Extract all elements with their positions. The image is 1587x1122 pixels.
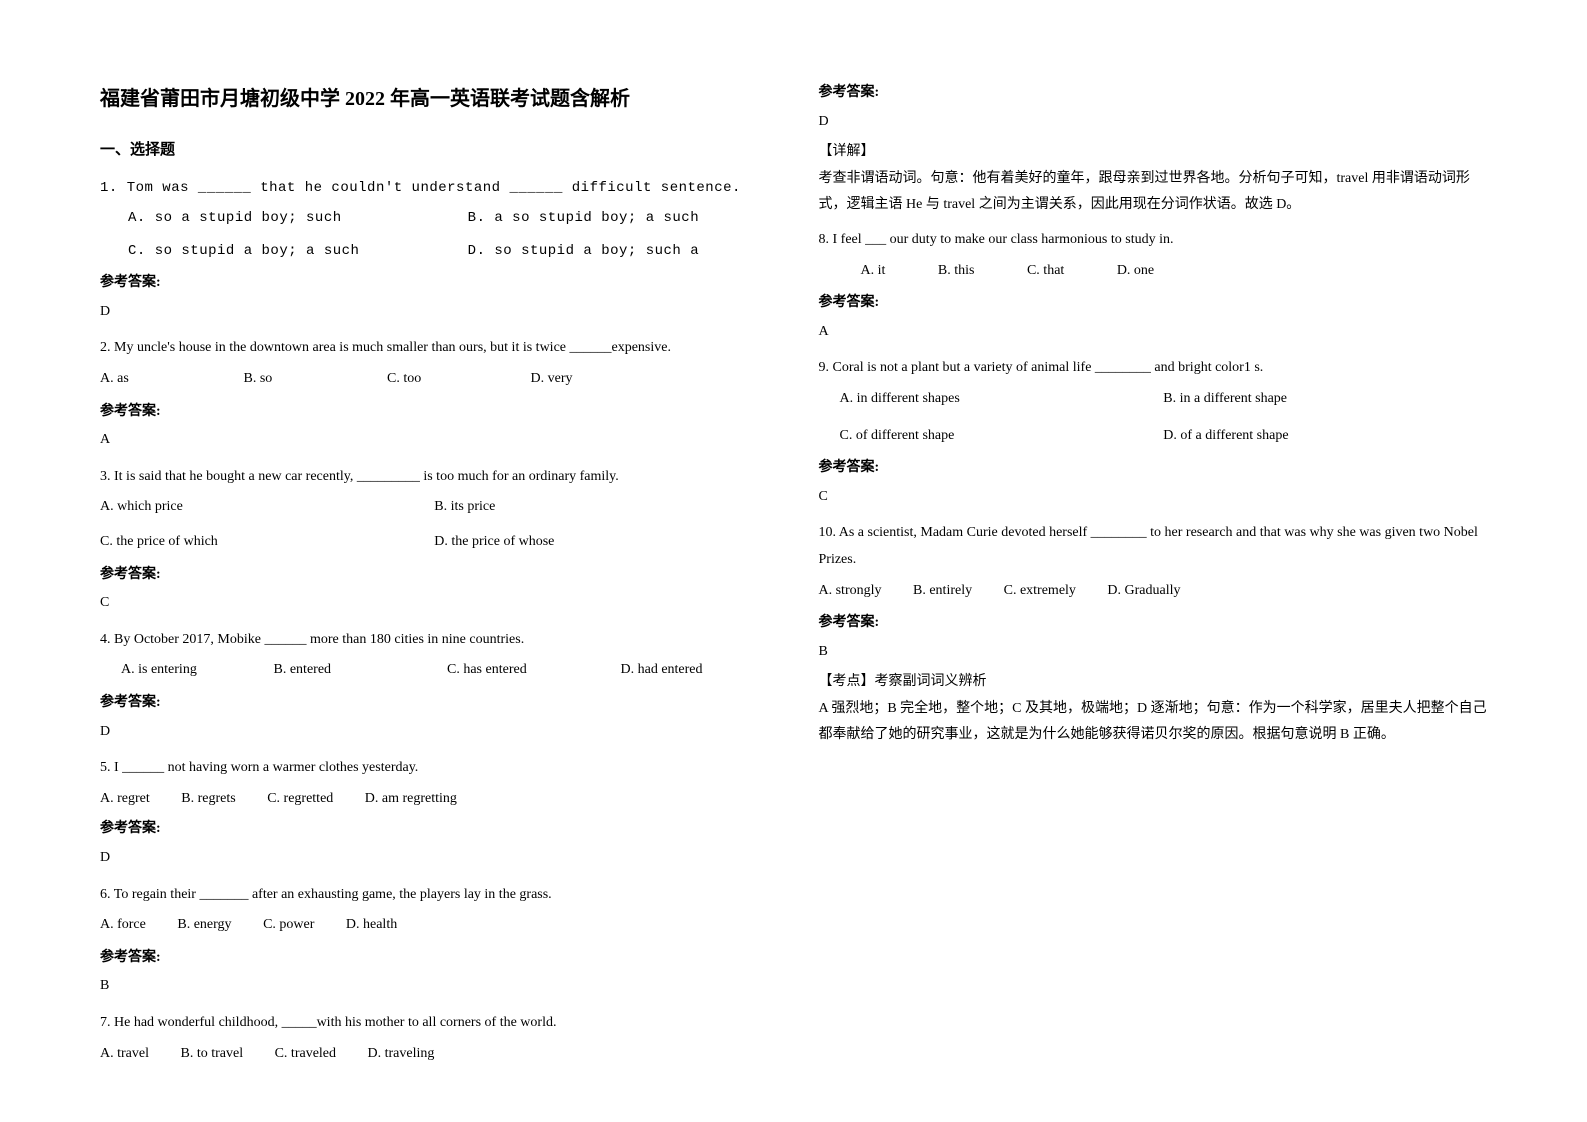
q10-answer: B [819,639,1488,666]
q6-text: 6. To regain their _______ after an exha… [100,882,769,909]
answer-label: 参考答案: [100,562,769,589]
q2-opt-c: C. too [387,366,527,393]
q7-opt-c: C. traveled [275,1041,336,1068]
q9-text: 9. Coral is not a plant but a variety of… [819,355,1488,382]
q8-opt-d: D. one [1096,258,1154,285]
q7-opt-a: A. travel [100,1041,149,1068]
q7-answer: D [819,109,1488,136]
q3-opt-c: C. the price of which [100,529,434,556]
q10-point: 考察副词词义辨析 [875,674,987,689]
q8-answer: A [819,319,1488,346]
q10-opt-b: B. entirely [913,578,972,605]
answer-label: 参考答案: [100,399,769,426]
answer-label: 参考答案: [100,945,769,972]
answer-label: 参考答案: [819,290,1488,317]
page-title: 福建省莆田市月塘初级中学 2022 年高一英语联考试题含解析 [100,80,769,118]
q7-opt-d: D. traveling [368,1041,435,1068]
q1-opt-a: A. so a stupid boy; such [100,205,468,232]
q7-explain: 考查非谓语动词。句意：他有着美好的童年，跟母亲到过世界各地。分析句子可知，tra… [819,166,1488,219]
q3-answer: C [100,590,769,617]
q9-answer: C [819,484,1488,511]
question-10: 10. As a scientist, Madam Curie devoted … [819,520,1488,604]
point-label: 【考点】考察副词词义辨析 [819,669,1488,696]
q10-opt-d: D. Gradually [1107,578,1180,605]
question-7: 7. He had wonderful childhood, _____with… [100,1010,769,1067]
question-5: 5. I ______ not having worn a warmer clo… [100,755,769,871]
answer-label: 参考答案: [100,690,769,717]
q6-opt-a: A. force [100,912,146,939]
q8-opt-a: A. it [840,258,886,285]
question-3: 3. It is said that he bought a new car r… [100,464,769,556]
q3-opt-b: B. its price [434,494,768,521]
q6-opt-d: D. health [346,912,397,939]
q10-text: 10. As a scientist, Madam Curie devoted … [819,520,1488,573]
q8-opt-c: C. that [1006,258,1064,285]
explain-label: 【详解】 [819,139,1488,166]
section-heading: 一、选择题 [100,136,769,165]
q5-answer: D [100,845,769,872]
question-2: 2. My uncle's house in the downtown area… [100,335,769,392]
q4-answer: D [100,719,769,746]
answer-label: 参考答案: [819,455,1488,482]
q2-opt-b: B. so [244,366,384,393]
q2-text: 2. My uncle's house in the downtown area… [100,335,769,362]
q7-text: 7. He had wonderful childhood, _____with… [100,1010,769,1037]
q5-opt-b: B. regrets [181,786,235,813]
question-4: 4. By October 2017, Mobike ______ more t… [100,627,769,684]
q6-opt-c: C. power [263,912,314,939]
q1-text: 1. Tom was ______ that he couldn't under… [100,175,769,202]
question-8: 8. I feel ___ our duty to make our class… [819,227,1488,284]
q4-opt-d: D. had entered [621,657,703,684]
q5-opt-a: A. regret [100,786,150,813]
q9-opt-c: C. of different shape [840,423,1164,450]
q5-opt-d: D. am regretting [365,786,457,813]
q3-text: 3. It is said that he bought a new car r… [100,464,769,491]
q10-opt-a: A. strongly [819,578,882,605]
q10-explain: A 强烈地；B 完全地，整个地；C 及其地，极端地；D 逐渐地；句意：作为一个科… [819,696,1488,749]
q1-opt-b: B. a so stupid boy; a such [468,205,769,232]
q3-opt-d: D. the price of whose [434,529,768,556]
q5-opt-c: C. regretted [267,786,333,813]
q2-opt-a: A. as [100,366,240,393]
question-1: 1. Tom was ______ that he couldn't under… [100,175,769,265]
q6-answer: B [100,973,769,1000]
answer-label: 参考答案: [819,80,1488,107]
q9-opt-b: B. in a different shape [1163,386,1487,413]
q9-opt-d: D. of a different shape [1163,423,1487,450]
answer-label: 参考答案: [819,610,1488,637]
q2-answer: A [100,427,769,454]
q6-opt-b: B. energy [177,912,231,939]
q5-text: 5. I ______ not having worn a warmer clo… [100,755,769,782]
question-6: 6. To regain their _______ after an exha… [100,882,769,939]
q1-opt-c: C. so stupid a boy; a such [100,238,468,265]
q9-opt-a: A. in different shapes [840,386,1164,413]
answer-label: 参考答案: [100,816,769,843]
q4-text: 4. By October 2017, Mobike ______ more t… [100,627,769,654]
q3-opt-a: A. which price [100,494,434,521]
question-9: 9. Coral is not a plant but a variety of… [819,355,1488,449]
q4-opt-b: B. entered [274,657,444,684]
answer-label: 参考答案: [100,270,769,297]
q1-answer: D [100,299,769,326]
q4-opt-a: A. is entering [100,657,270,684]
q4-opt-c: C. has entered [447,657,617,684]
q10-opt-c: C. extremely [1004,578,1076,605]
q2-opt-d: D. very [531,366,671,393]
q1-opt-d: D. so stupid a boy; such a [468,238,769,265]
q8-text: 8. I feel ___ our duty to make our class… [819,227,1488,254]
q7-opt-b: B. to travel [180,1041,243,1068]
q8-opt-b: B. this [917,258,975,285]
